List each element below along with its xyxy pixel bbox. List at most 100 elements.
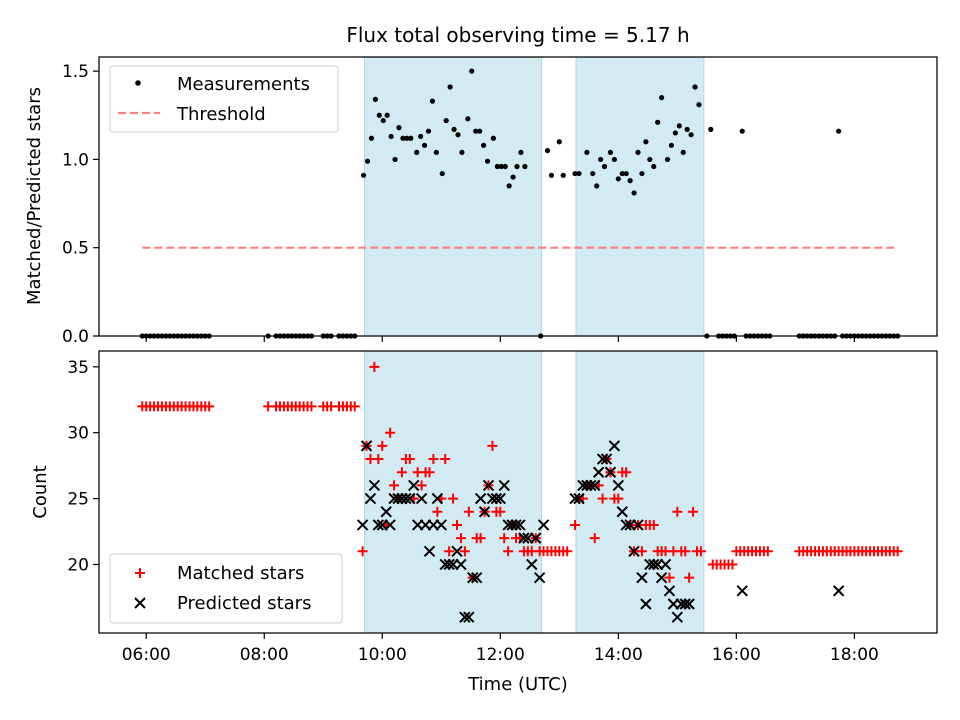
predicted-star-point xyxy=(573,492,585,505)
predicted-star-point xyxy=(628,545,640,558)
measurement-point xyxy=(433,149,439,155)
x-tick-label: 06:00 xyxy=(122,645,171,665)
bottom-x-ticks: 06:00 08:00 10:00 12:00 14:00 16:00 18:00 xyxy=(122,633,879,665)
predicted-star-point xyxy=(569,492,581,505)
predicted-star-point xyxy=(736,585,748,597)
matched-star-point xyxy=(396,467,407,478)
matched-star-point xyxy=(349,401,360,412)
shaded-interval xyxy=(364,56,543,337)
predicted-star-point xyxy=(585,479,597,492)
top-legend: Measurements Threshold xyxy=(109,65,339,133)
top-legend-frame xyxy=(109,65,339,133)
predicted-star-point xyxy=(616,506,628,518)
measurement-point xyxy=(364,158,371,164)
matched-star-point xyxy=(444,546,455,557)
measurement-point xyxy=(647,156,653,163)
predicted-star-point xyxy=(608,440,621,452)
measurement-point xyxy=(659,95,665,101)
shaded-interval xyxy=(575,350,705,634)
predicted-star-point xyxy=(380,506,392,518)
matched-star-point xyxy=(499,533,510,544)
measurement-point xyxy=(451,126,457,132)
x-tick-label: 10:00 xyxy=(358,645,407,665)
shaded-interval xyxy=(364,350,543,634)
measurement-point xyxy=(544,147,551,154)
measurement-point xyxy=(421,142,428,148)
matched-star-point xyxy=(648,519,659,530)
measurement-point xyxy=(473,128,479,134)
y-tick-label: 30 xyxy=(67,424,89,444)
y-tick-label: 35 xyxy=(67,358,89,378)
matched-star-point xyxy=(680,546,691,557)
measurement-point xyxy=(429,98,436,104)
legend-matched-marker xyxy=(135,568,145,578)
measurement-point xyxy=(672,130,678,136)
predicted-star-point xyxy=(490,492,503,505)
predicted-star-point xyxy=(463,611,475,623)
predicted-star-point xyxy=(648,558,660,571)
matched-star-point xyxy=(613,493,624,504)
measurement-point xyxy=(572,170,578,177)
predicted-star-point xyxy=(478,506,491,518)
chart-title: Flux total observing time = 5.17 h xyxy=(346,23,689,47)
measurement-point xyxy=(643,139,649,145)
measurement-point xyxy=(696,102,702,108)
matched-star-point xyxy=(204,401,215,412)
predicted-star-point xyxy=(663,585,676,597)
matched-star-point xyxy=(570,519,581,530)
bottom-panel: 20 25 30 35 06:00 08:00 10:00 12:00 14:00 16:00 1… xyxy=(30,350,938,695)
measurement-point xyxy=(418,133,424,140)
measurement-point xyxy=(514,163,520,170)
predicted-star-point xyxy=(659,558,672,571)
predicted-star-point xyxy=(537,519,550,531)
matched-star-point xyxy=(463,506,474,517)
shaded-interval xyxy=(575,56,705,337)
measurement-point xyxy=(684,126,690,132)
measurement-point xyxy=(396,125,402,131)
matched-star-point xyxy=(377,440,388,451)
predicted-star-point xyxy=(372,519,385,531)
measurement-point xyxy=(439,170,445,177)
measurement-point xyxy=(619,170,625,177)
matched-star-point xyxy=(589,533,600,544)
matched-star-point xyxy=(562,546,573,557)
measurement-point xyxy=(360,172,367,178)
matched-star-point xyxy=(688,506,699,517)
predicted-star-point xyxy=(592,466,605,478)
matched-star-point xyxy=(432,506,443,517)
y-tick-label: 20 xyxy=(67,555,89,575)
x-tick-label: 14:00 xyxy=(594,645,643,665)
measurement-point xyxy=(692,84,698,90)
measurement-point xyxy=(560,172,566,178)
measurement-point xyxy=(668,142,675,148)
matched-star-point xyxy=(475,533,486,544)
top-shaded-intervals xyxy=(364,56,705,337)
measurement-point xyxy=(548,172,555,178)
matched-star-point xyxy=(424,467,435,478)
matched-star-point xyxy=(684,572,695,583)
measurement-point xyxy=(623,170,629,177)
predicted-star-point xyxy=(435,519,447,531)
top-panel: 0.0 0.5 1.0 1.5 Matched/Predicted stars Mea… xyxy=(24,56,938,347)
measurement-point xyxy=(506,183,512,189)
measurement-point xyxy=(368,135,375,141)
matched-star-point xyxy=(695,546,706,557)
matched-star-point xyxy=(636,546,647,557)
matched-star-point xyxy=(448,493,459,504)
measurement-point xyxy=(498,163,504,170)
measurement-point xyxy=(556,139,562,145)
bottom-y-axis-label: Count xyxy=(30,465,51,518)
predicted-star-point xyxy=(400,492,412,505)
predicted-star-point xyxy=(474,492,487,505)
predicted-star-point xyxy=(596,453,609,465)
measurement-point xyxy=(484,158,491,164)
matched-star-point xyxy=(373,454,384,465)
bottom-legend-frame xyxy=(109,553,343,624)
measurement-point xyxy=(688,132,694,138)
legend-predicted-label: Predicted stars xyxy=(177,593,311,614)
bottom-y-ticks: 20 25 30 35 xyxy=(67,358,99,575)
measurement-point xyxy=(607,149,614,155)
y-tick-label: 0.0 xyxy=(62,327,89,347)
predicted-star-point xyxy=(671,611,684,623)
